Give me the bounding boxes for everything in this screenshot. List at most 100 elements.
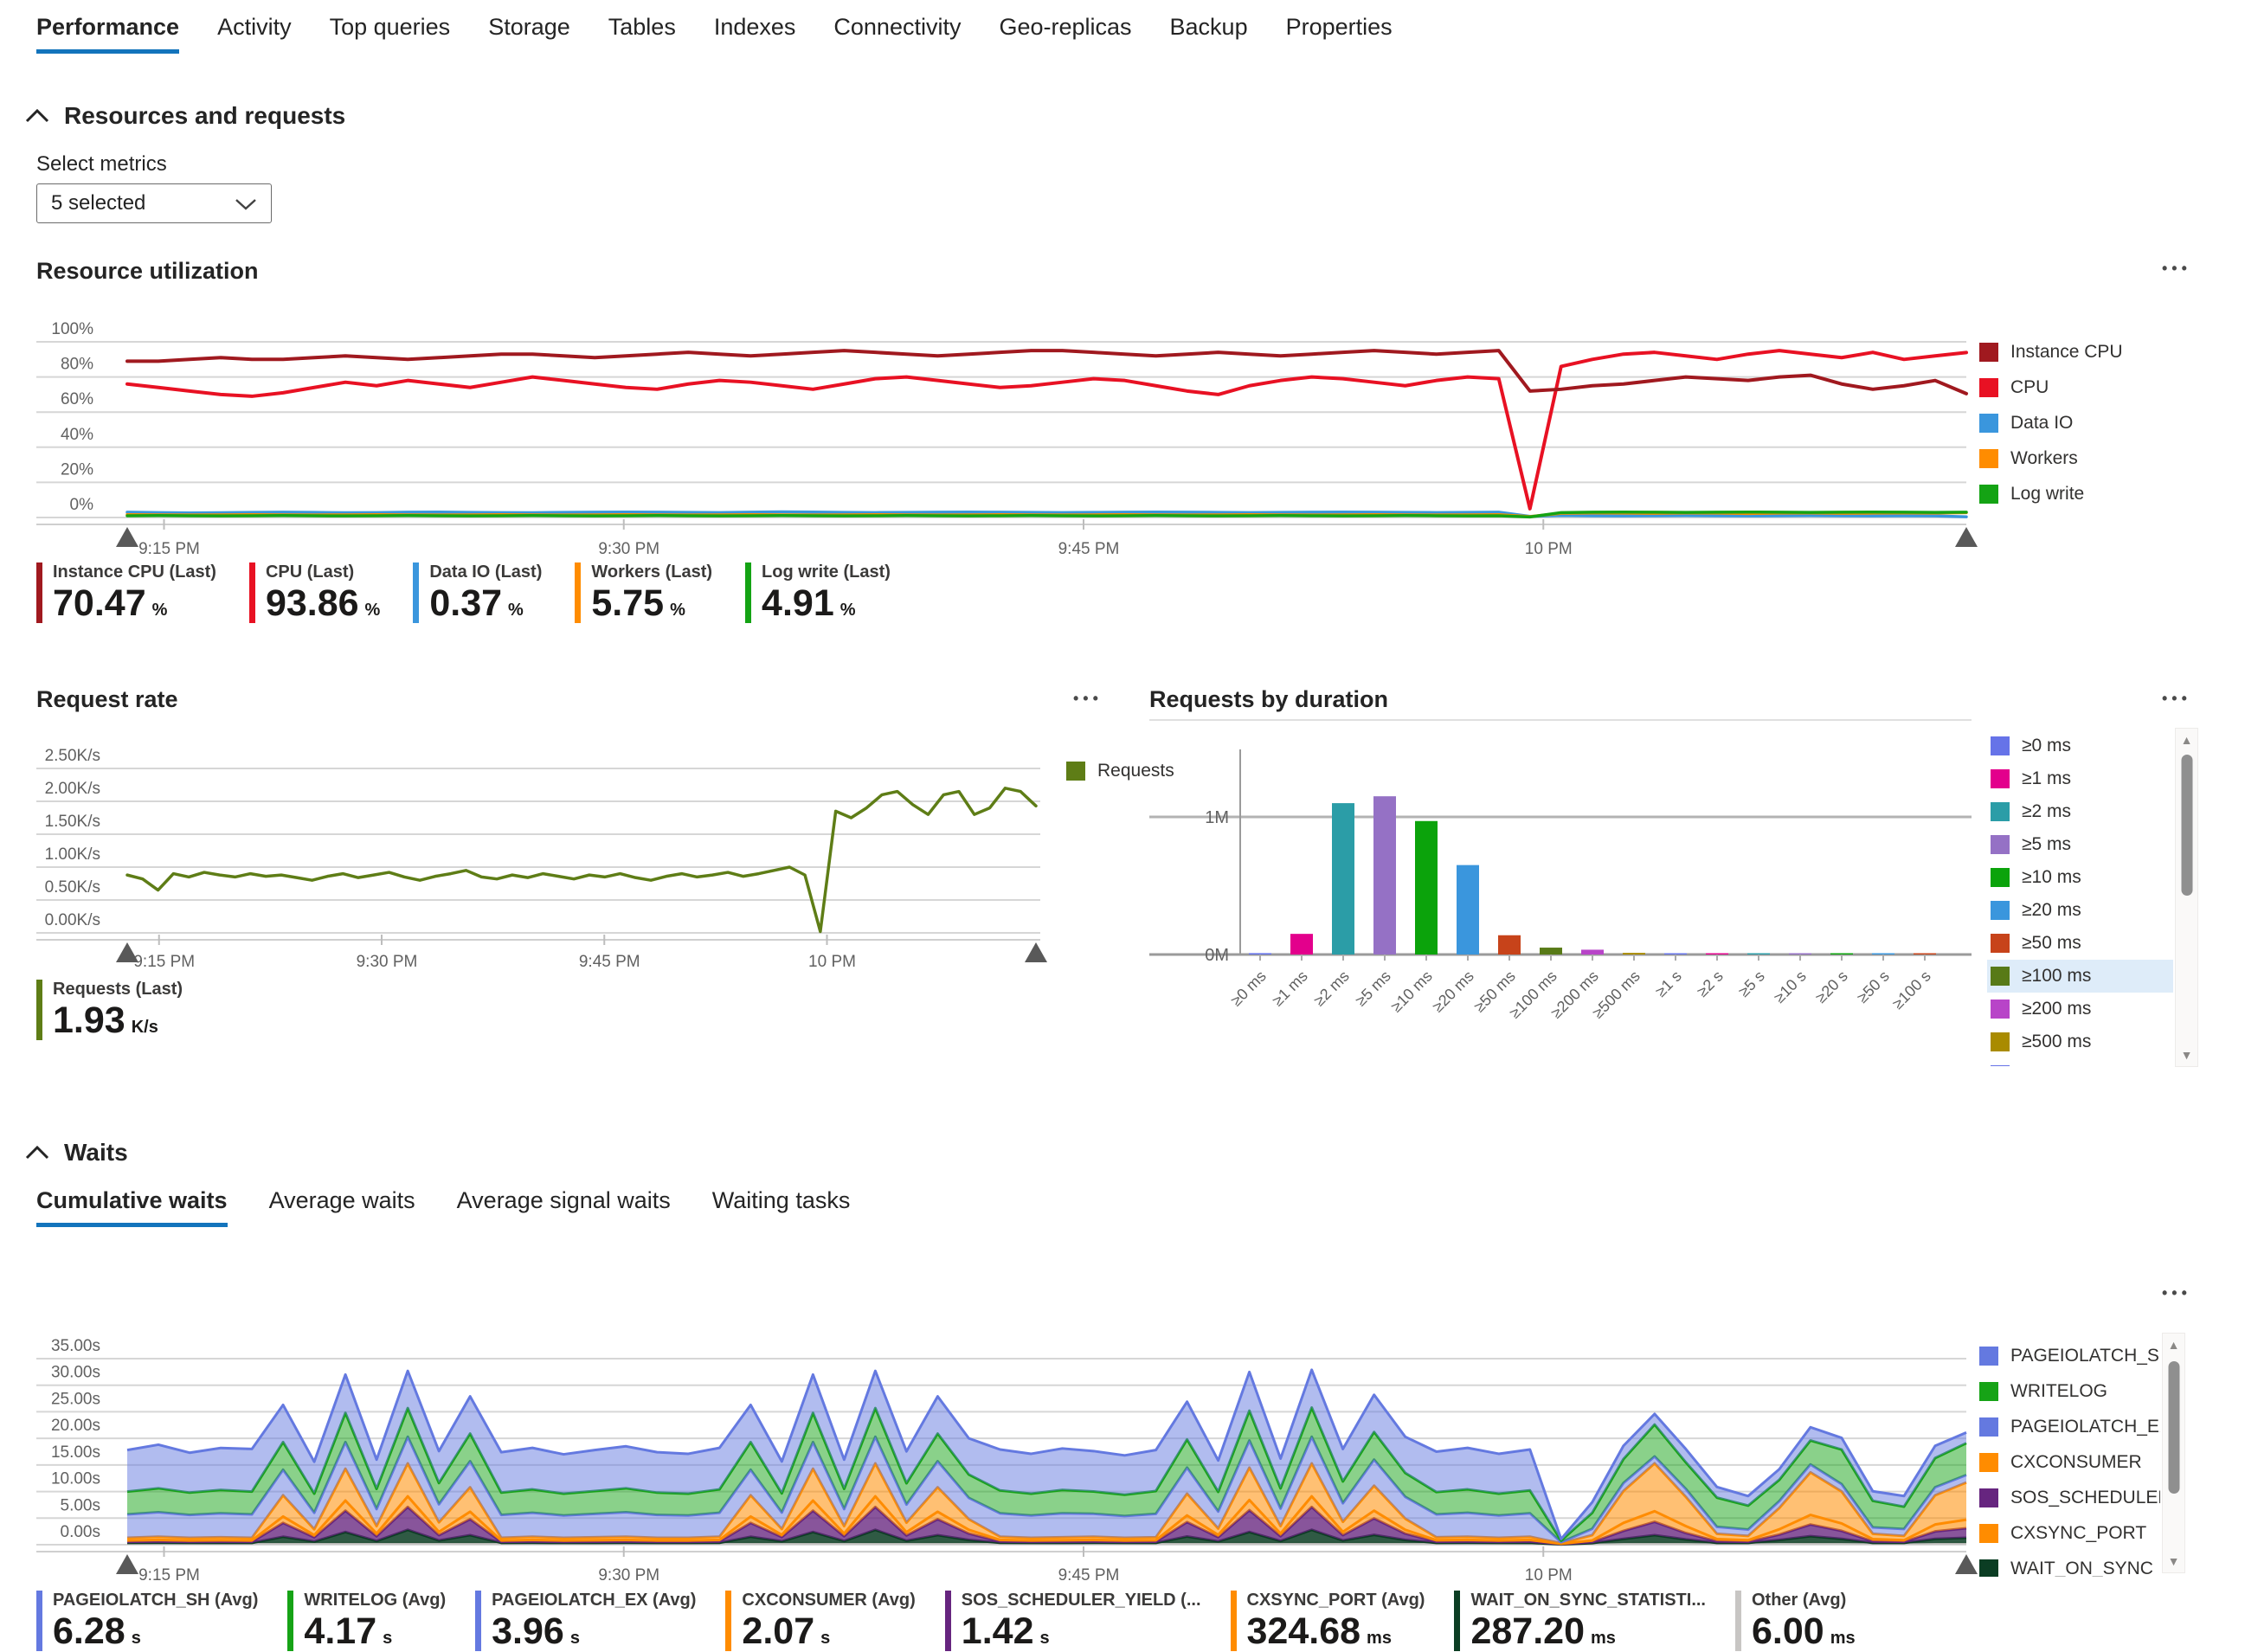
bar-100-s[interactable] <box>1914 953 1936 955</box>
metric-card-pageiolatch-sh-avg: PAGEIOLATCH_SH (Avg) 6.28 s <box>36 1591 258 1652</box>
metric-label: Other (Avg) <box>1751 1591 1847 1610</box>
svg-text:9:15 PM: 9:15 PM <box>138 540 200 558</box>
legend-item-wait-on-sync[interactable]: WAIT_ON_SYNC <box>1976 1551 2160 1577</box>
range-slider-handle-right[interactable] <box>1955 1554 1978 1574</box>
scroll-up-icon[interactable]: ▲ <box>2180 733 2193 747</box>
tab-connectivity[interactable]: Connectivity <box>833 14 962 40</box>
metric-label: WAIT_ON_SYNC_STATISTI... <box>1470 1591 1706 1610</box>
resources-section-header[interactable]: Resources and requests <box>24 102 345 130</box>
waits-tab-average-signal-waits[interactable]: Average signal waits <box>456 1187 671 1213</box>
bar-10-ms[interactable] <box>1415 820 1438 955</box>
scroll-thumb[interactable] <box>2168 1361 2179 1494</box>
tab-indexes[interactable]: Indexes <box>713 14 796 40</box>
tab-tables[interactable]: Tables <box>608 14 676 40</box>
bar-20-s[interactable] <box>1830 953 1853 955</box>
bar-2-ms[interactable] <box>1332 803 1354 955</box>
bar-50-s[interactable] <box>1872 953 1894 955</box>
area-writelog <box>127 1407 1966 1543</box>
tab-performance[interactable]: Performance <box>36 14 180 54</box>
scroll-down-icon[interactable]: ▼ <box>2180 1048 2193 1062</box>
legend-item-200-ms[interactable]: ≥200 ms <box>1987 993 2173 1025</box>
requests-by-duration-more-button[interactable]: ••• <box>2162 690 2191 707</box>
tab-geo-replicas[interactable]: Geo-replicas <box>999 14 1132 40</box>
legend-item-100-ms[interactable]: ≥100 ms <box>1987 960 2173 993</box>
cumulative-waits-legend-scrollbar[interactable]: ▲ ▼ <box>2162 1333 2185 1573</box>
legend-item-requests[interactable]: Requests <box>1063 753 1253 788</box>
tab-activity[interactable]: Activity <box>217 14 292 40</box>
svg-text:100%: 100% <box>51 320 93 338</box>
legend-item-2-ms[interactable]: ≥2 ms <box>1987 795 2173 828</box>
legend-item-sos-scheduler[interactable]: SOS_SCHEDULER... <box>1976 1480 2160 1515</box>
bar-100-ms[interactable] <box>1540 948 1562 955</box>
metric-color-bar <box>413 562 420 624</box>
legend-item-10-ms[interactable]: ≥10 ms <box>1987 861 2173 894</box>
svg-text:≥10 s: ≥10 s <box>1771 967 1810 1006</box>
legend-item-0-ms[interactable]: ≥0 ms <box>1987 730 2173 762</box>
legend-item-cpu[interactable]: CPU <box>1976 370 2175 405</box>
bar-5-ms[interactable] <box>1373 796 1396 955</box>
tab-backup[interactable]: Backup <box>1169 14 1248 40</box>
metric-label: CXSYNC_PORT (Avg) <box>1246 1591 1425 1610</box>
scroll-up-icon[interactable]: ▲ <box>2167 1338 2180 1352</box>
legend-item-instance-cpu[interactable]: Instance CPU <box>1976 334 2175 370</box>
legend-item-cxsync-port[interactable]: CXSYNC_PORT <box>1976 1515 2160 1551</box>
scroll-track[interactable] <box>2163 1356 2184 1550</box>
metric-color-bar <box>1230 1591 1237 1652</box>
range-slider-handle-left[interactable] <box>116 942 138 962</box>
bar-1-ms[interactable] <box>1290 934 1313 955</box>
legend-swatch <box>1979 413 1998 433</box>
bar-500-ms[interactable] <box>1623 953 1645 955</box>
legend-item-1-ms[interactable]: ≥1 ms <box>1987 762 2173 795</box>
legend-item-log-write[interactable]: Log write <box>1976 476 2175 511</box>
bar-1-s[interactable] <box>1664 953 1687 955</box>
scroll-thumb[interactable] <box>2181 755 2192 896</box>
tab-top-queries[interactable]: Top queries <box>329 14 451 40</box>
bar-5-s[interactable] <box>1747 953 1770 955</box>
metric-label: Requests (Last) <box>53 980 183 999</box>
scroll-down-icon[interactable]: ▼ <box>2167 1554 2180 1568</box>
legend-label: ≥1 ms <box>2022 768 2072 788</box>
collapse-chevron-icon <box>25 1145 49 1160</box>
legend-item-500-ms[interactable]: ≥500 ms <box>1987 1025 2173 1058</box>
metrics-dropdown-value: 5 selected <box>51 191 146 215</box>
waits-more-button[interactable]: ••• <box>2162 1284 2191 1302</box>
request-rate-more-button[interactable]: ••• <box>1073 690 1103 707</box>
legend-item-pageiolatch-sh[interactable]: PAGEIOLATCH_SH <box>1976 1338 2160 1373</box>
bar-20-ms[interactable] <box>1457 865 1479 955</box>
bar-10-s[interactable] <box>1789 953 1811 955</box>
range-slider-handle-right[interactable] <box>1025 942 1047 962</box>
bar-0-ms[interactable] <box>1249 953 1271 955</box>
range-slider-handle-left[interactable] <box>116 1554 138 1574</box>
waits-tab-waiting-tasks[interactable]: Waiting tasks <box>711 1187 851 1213</box>
waits-section-header[interactable]: Waits <box>24 1139 128 1167</box>
range-slider-handle-right[interactable] <box>1955 527 1978 547</box>
svg-text:9:30 PM: 9:30 PM <box>598 1566 659 1585</box>
metric-label: Data IO (Last) <box>429 562 543 582</box>
legend-item-5-ms[interactable]: ≥5 ms <box>1987 828 2173 861</box>
scroll-track[interactable] <box>2176 751 2197 1044</box>
legend-item-workers[interactable]: Workers <box>1976 440 2175 476</box>
metric-unit: K/s <box>131 1018 158 1037</box>
bar-2-s[interactable] <box>1706 953 1728 955</box>
resource-utilization-more-button[interactable]: ••• <box>2162 260 2191 277</box>
requests-by-duration-legend-scrollbar[interactable]: ▲ ▼ <box>2175 728 2198 1067</box>
waits-tab-average-waits[interactable]: Average waits <box>268 1187 415 1213</box>
bar-50-ms[interactable] <box>1498 935 1521 955</box>
legend-item-50-ms[interactable]: ≥50 ms <box>1987 927 2173 960</box>
waits-tab-cumulative-waits[interactable]: Cumulative waits <box>36 1187 228 1227</box>
legend-item-pageiolatch-ex[interactable]: PAGEIOLATCH_EX <box>1976 1409 2160 1444</box>
legend-item-cxconsumer[interactable]: CXCONSUMER <box>1976 1444 2160 1480</box>
bar-200-ms[interactable] <box>1581 949 1604 955</box>
range-slider-handle-left[interactable] <box>116 527 138 547</box>
legend-item-writelog[interactable]: WRITELOG <box>1976 1373 2160 1409</box>
metric-color-bar <box>475 1591 482 1652</box>
legend-item-1-s[interactable]: ≥1 s <box>1987 1058 2173 1066</box>
legend-item-20-ms[interactable]: ≥20 ms <box>1987 894 2173 927</box>
tab-storage[interactable]: Storage <box>488 14 570 40</box>
tab-properties[interactable]: Properties <box>1285 14 1393 40</box>
legend-item-data-io[interactable]: Data IO <box>1976 405 2175 440</box>
legend-swatch <box>1991 901 2010 920</box>
legend-label: CXSYNC_PORT <box>2010 1522 2147 1543</box>
metrics-dropdown[interactable]: 5 selected <box>36 183 272 223</box>
metric-card-pageiolatch-ex-avg: PAGEIOLATCH_EX (Avg) 3.96 s <box>475 1591 696 1652</box>
